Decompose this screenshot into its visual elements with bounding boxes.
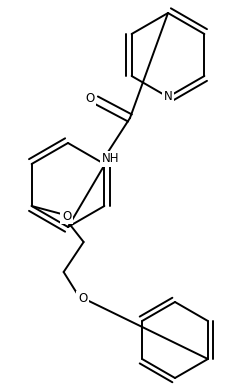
Text: O: O bbox=[62, 210, 71, 222]
Text: O: O bbox=[85, 93, 95, 105]
Text: N: N bbox=[164, 90, 172, 103]
Text: O: O bbox=[78, 293, 87, 305]
Text: NH: NH bbox=[102, 152, 120, 166]
